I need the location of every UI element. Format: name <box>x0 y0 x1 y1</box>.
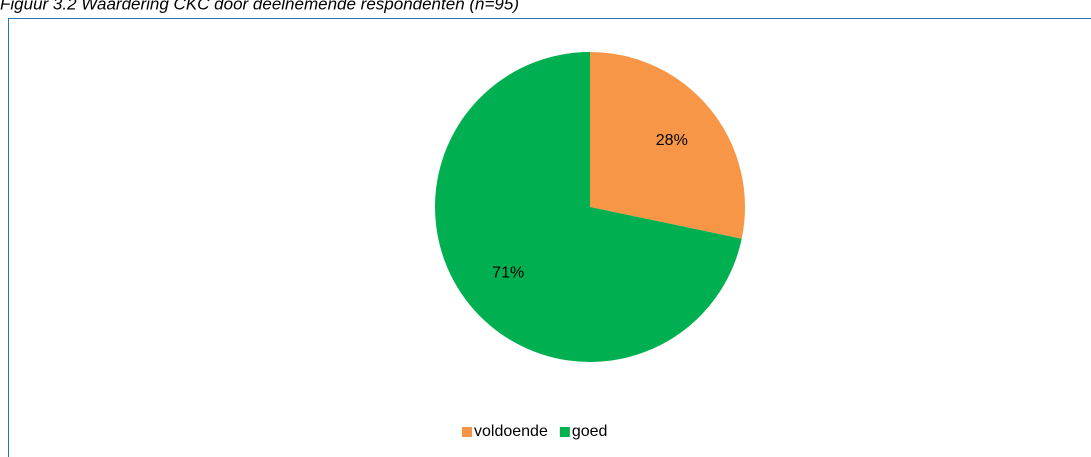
legend-swatch <box>559 427 570 437</box>
chart-frame <box>8 18 1091 457</box>
data-label: 71% <box>492 265 524 282</box>
pie-slice <box>590 52 745 239</box>
legend-swatch <box>462 427 472 437</box>
chart-title: Figuur 3.2 Waardering CKC door deelnemen… <box>0 0 519 13</box>
pie-slice <box>434 52 742 362</box>
legend-label: goed <box>572 423 608 440</box>
data-label: 28% <box>656 132 688 149</box>
legend-label: voldoende <box>474 423 548 440</box>
